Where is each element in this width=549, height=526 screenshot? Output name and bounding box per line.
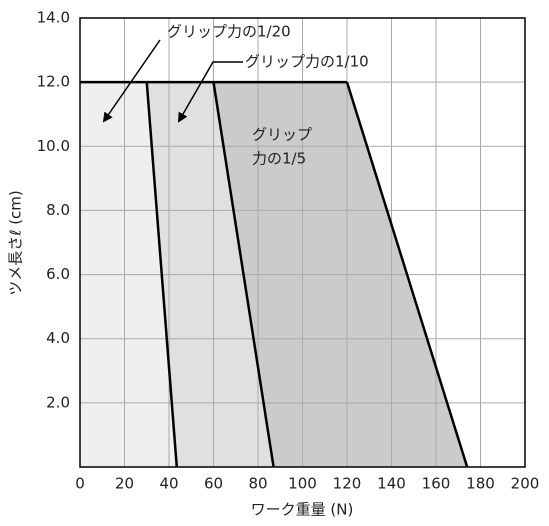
annotation: 力の1/5 [252,150,306,168]
x-tick-label: 80 [248,475,267,493]
boundary-line [212,81,275,468]
x-tick-label: 40 [159,475,178,493]
y-tick-label: 12.0 [37,73,70,91]
boundary-line [345,81,469,468]
y-tick-label: 4.0 [46,329,70,347]
annotation: グリップ力の1/10 [245,53,369,71]
x-tick-label: 60 [204,475,223,493]
boundaries [80,80,469,468]
boundary-line [145,82,179,468]
y-axis-title: ツメ長さℓ (cm) [7,190,25,296]
annotation: グリップ力の1/20 [167,23,291,41]
x-tick-label: 140 [377,475,406,493]
annotation-arrow [102,39,161,123]
annotation: グリップ [252,126,312,144]
y-tick-label: 10.0 [37,137,70,155]
y-tick-label: 2.0 [46,393,70,411]
x-axis-title: ワーク重量 (N) [251,501,354,519]
x-tick-label: 120 [333,475,362,493]
y-tick-label: 6.0 [46,265,70,283]
y-tick-label: 8.0 [46,201,70,219]
x-tick-label: 200 [511,475,540,493]
plot-frame [79,17,526,468]
annotation-arrow [178,61,243,123]
x-tick-label: 160 [422,475,451,493]
x-tick-label: 180 [466,475,495,493]
x-tick-label: 100 [288,475,317,493]
y-tick-label: 14.0 [37,9,70,27]
x-tick-label: 0 [75,475,85,493]
x-tick-label: 20 [115,475,134,493]
